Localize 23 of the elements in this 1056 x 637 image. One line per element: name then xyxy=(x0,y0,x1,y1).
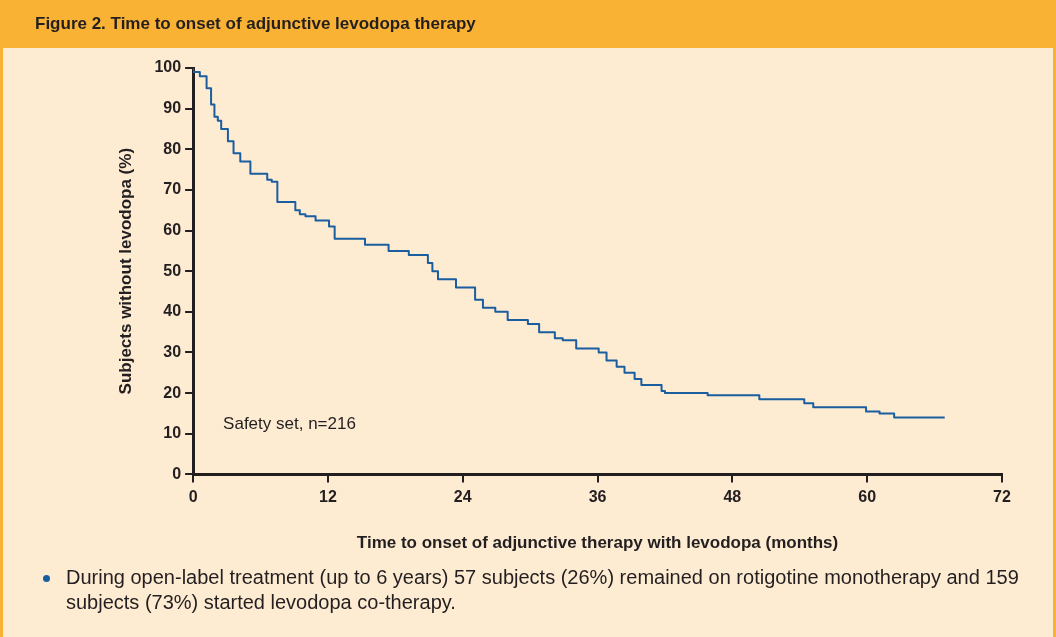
annotation: Safety set, n=216 xyxy=(223,414,356,434)
y-tick-label: 50 xyxy=(163,261,182,279)
y-tick-label: 40 xyxy=(163,302,182,320)
x-tick-label: 72 xyxy=(993,488,1011,506)
y-tick-label: 90 xyxy=(163,99,182,117)
text: During open-label treatment (up to 6 years) 57 subjects (26%) remained on rotigotine monotherapy and 159 subjects (73%) started levodopa co-therapy. xyxy=(66,565,1020,615)
chart-title: Figure 2. Time to onset of adjunctive levodopa therapy xyxy=(3,0,1053,48)
y-axis-title: Subjects without levodopa (%) xyxy=(115,147,135,395)
x-tick-label: 48 xyxy=(723,488,742,506)
y-tick-label: 80 xyxy=(163,139,182,157)
y-tick-label: 60 xyxy=(163,220,182,238)
x-tick-label: 12 xyxy=(319,488,337,506)
y-tick-label: 10 xyxy=(163,424,182,442)
x-tick-label: 0 xyxy=(188,488,198,506)
y-tick-label: 100 xyxy=(154,58,182,76)
y-tick-label: 20 xyxy=(163,383,182,401)
y-tick-label: 70 xyxy=(163,180,182,198)
y-tick-label: 0 xyxy=(172,464,182,482)
y-tick-label: 30 xyxy=(163,342,182,360)
x-tick-label: 36 xyxy=(588,488,607,506)
x-tick-label: 24 xyxy=(453,488,472,506)
x-tick-label: 60 xyxy=(858,488,877,506)
x-axis-title: Time to onset of adjunctive therapy with levodopa (months) xyxy=(356,533,839,553)
